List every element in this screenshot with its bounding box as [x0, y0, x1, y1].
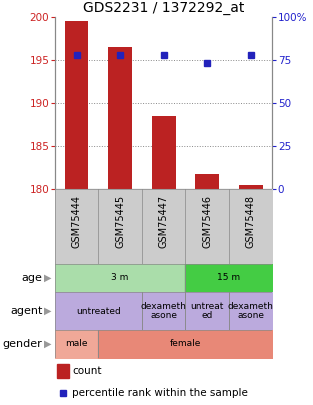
Text: male: male: [65, 339, 88, 348]
Text: untreat
ed: untreat ed: [190, 302, 224, 320]
Bar: [195, 173, 219, 189]
Text: 3 m: 3 m: [111, 273, 129, 283]
Bar: [108, 47, 132, 189]
Text: percentile rank within the sample: percentile rank within the sample: [72, 388, 248, 398]
Text: age: age: [21, 273, 42, 283]
Text: GSM75445: GSM75445: [115, 195, 125, 248]
Text: dexameth
asone: dexameth asone: [228, 302, 274, 320]
Text: ▶: ▶: [44, 339, 52, 349]
Text: GSM75448: GSM75448: [246, 195, 255, 248]
Text: ▶: ▶: [44, 273, 52, 283]
Bar: [151, 116, 176, 189]
Text: dexameth
asone: dexameth asone: [141, 302, 187, 320]
Text: ▶: ▶: [44, 306, 52, 316]
Bar: [239, 185, 263, 189]
Text: agent: agent: [10, 306, 42, 316]
Text: GSM75446: GSM75446: [202, 195, 212, 248]
Bar: [57, 364, 69, 378]
Text: GSM75447: GSM75447: [159, 195, 168, 248]
Text: female: female: [170, 339, 201, 348]
Bar: [64, 21, 89, 189]
Text: count: count: [72, 366, 102, 376]
Text: 15 m: 15 m: [217, 273, 240, 283]
Text: GSM75444: GSM75444: [72, 195, 81, 248]
Text: untreated: untreated: [76, 307, 121, 315]
Title: GDS2231 / 1372292_at: GDS2231 / 1372292_at: [83, 0, 244, 15]
Text: gender: gender: [3, 339, 42, 349]
